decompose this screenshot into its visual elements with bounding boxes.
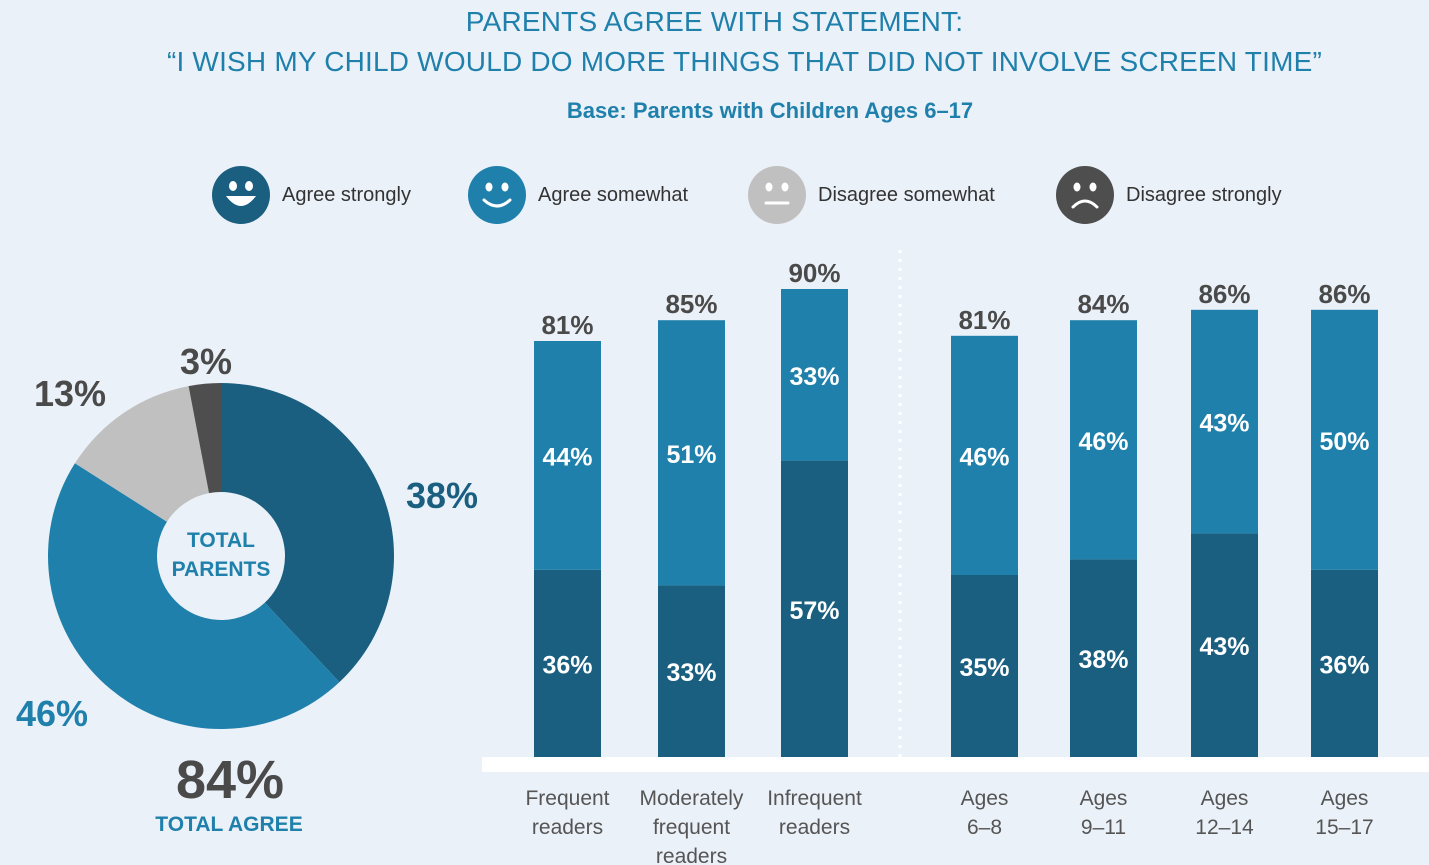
bar-segment-agree-somewhat <box>1191 309 1258 534</box>
happy-face-icon <box>212 166 270 224</box>
bar-value-label: 35% <box>959 654 1009 682</box>
pie-slice-label: 3% <box>180 341 232 382</box>
category-label: Ages <box>1321 787 1369 810</box>
neutral-face-icon <box>748 166 806 224</box>
bar-total-label: 86% <box>1318 279 1370 309</box>
pie-slice-label: 46% <box>16 693 88 734</box>
bar-value-label: 46% <box>959 443 1009 471</box>
category-label: Ages <box>1080 787 1128 810</box>
bar-value-label: 38% <box>1078 646 1128 674</box>
total-agree-value: 84% <box>176 750 284 810</box>
legend-label: Agree strongly <box>282 183 411 206</box>
legend-label: Agree somewhat <box>538 183 689 206</box>
pie-slice-label: 38% <box>406 475 478 516</box>
bar-value-label: 43% <box>1199 633 1249 661</box>
bar-segment-agree-somewhat <box>781 289 848 461</box>
legend-item-disagree-somewhat: Disagree somewhat <box>748 166 995 224</box>
category-label: Infrequent <box>767 787 862 810</box>
pie-center-label: TOTAL <box>187 529 255 552</box>
category-label: readers <box>532 816 603 839</box>
bar-segment-agree-somewhat <box>1070 320 1137 560</box>
chart-title-line2: “I WISH MY CHILD WOULD DO MORE THINGS TH… <box>166 46 1323 77</box>
category-label: 9–11 <box>1081 816 1126 839</box>
x-axis-baseline <box>482 757 1429 772</box>
pie-center-label: PARENTS <box>172 558 271 581</box>
bar-value-label: 57% <box>789 597 839 625</box>
pie-slice <box>221 383 394 683</box>
category-label: Moderately <box>640 787 744 810</box>
category-label: frequent <box>653 816 730 839</box>
bar-total-label: 84% <box>1077 289 1129 319</box>
bar-segment-agree-strongly <box>1191 533 1258 757</box>
bar-segment-agree-somewhat <box>1311 309 1378 570</box>
pie-slice-label: 13% <box>34 373 106 414</box>
bar-total-label: 85% <box>665 289 717 319</box>
category-label: 12–14 <box>1195 816 1254 839</box>
category-label: readers <box>656 845 727 865</box>
category-label: 15–17 <box>1315 816 1373 839</box>
legend-item-agree-strongly: Agree strongly <box>212 166 411 224</box>
legend-item-agree-somewhat: Agree somewhat <box>468 166 688 224</box>
category-label: Ages <box>961 787 1009 810</box>
pie-slice <box>74 386 210 522</box>
bar-total-label: 86% <box>1198 279 1250 309</box>
bar-value-label: 36% <box>542 651 592 679</box>
legend-label: Disagree strongly <box>1126 183 1282 206</box>
bar-segment-agree-strongly <box>951 575 1018 757</box>
bar-total-label: 81% <box>541 310 593 340</box>
sad-face-icon <box>1056 166 1114 224</box>
smile-face-icon <box>468 166 526 224</box>
bar-total-label: 81% <box>958 305 1010 335</box>
bar-value-label: 36% <box>1319 651 1369 679</box>
chart-title-line1: PARENTS AGREE WITH STATEMENT: <box>465 6 964 37</box>
category-label: Ages <box>1201 787 1249 810</box>
legend-label: Disagree somewhat <box>818 183 995 206</box>
bar-value-label: 46% <box>1078 428 1128 456</box>
bar-segment-agree-strongly <box>1070 559 1137 757</box>
bar-segment-agree-somewhat <box>534 341 601 570</box>
category-label: readers <box>779 816 850 839</box>
bar-segment-agree-somewhat <box>951 335 1018 575</box>
bar-segment-agree-strongly <box>781 460 848 757</box>
bar-segment-agree-strongly <box>534 569 601 757</box>
chart-subtitle: Base: Parents with Children Ages 6–17 <box>566 98 974 123</box>
pie-slice <box>188 383 221 494</box>
category-label: Frequent <box>525 787 609 810</box>
bar-value-label: 43% <box>1199 410 1249 438</box>
bar-total-label: 90% <box>788 258 840 288</box>
bar-segment-agree-strongly <box>1311 569 1378 757</box>
bar-segment-agree-strongly <box>658 585 725 757</box>
legend-item-disagree-strongly: Disagree strongly <box>1056 166 1282 224</box>
pie-slice <box>48 463 340 729</box>
bar-segment-agree-somewhat <box>658 320 725 586</box>
bar-value-label: 44% <box>542 443 592 471</box>
bar-value-label: 50% <box>1319 428 1369 456</box>
bar-value-label: 33% <box>666 659 716 687</box>
total-agree-label: TOTAL AGREE <box>155 813 302 836</box>
category-label: 6–8 <box>967 816 1002 839</box>
bar-value-label: 33% <box>789 363 839 391</box>
bar-value-label: 51% <box>666 441 716 469</box>
